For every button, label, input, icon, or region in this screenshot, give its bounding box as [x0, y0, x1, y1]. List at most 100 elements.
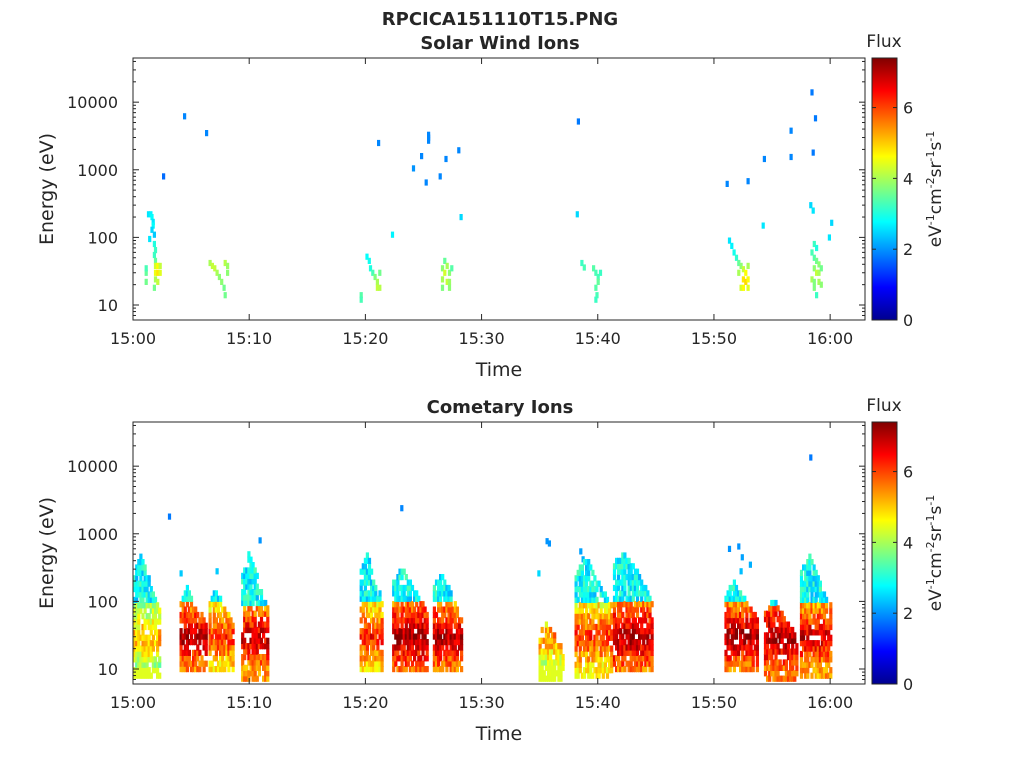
flux-cell — [741, 606, 745, 613]
flux-cell — [646, 606, 650, 613]
flux-cell — [144, 278, 148, 285]
flux-cell — [453, 639, 457, 646]
flux-cell — [739, 284, 743, 291]
flux-cell — [204, 639, 208, 646]
flux-cell — [253, 594, 257, 601]
flux-cell — [741, 276, 745, 283]
flux-cell — [192, 649, 196, 656]
flux-cell — [730, 639, 734, 646]
flux-cell — [363, 563, 367, 570]
flux-cell — [419, 666, 423, 673]
flux-cell — [153, 607, 158, 614]
flux-cell — [559, 648, 563, 655]
flux-cell — [221, 655, 225, 662]
flux-cell — [363, 655, 367, 662]
flux-cell — [741, 595, 745, 602]
flux-cell — [768, 621, 772, 628]
flux-cell — [451, 606, 455, 613]
flux-cell — [137, 580, 141, 587]
flux-cell — [376, 628, 380, 635]
flux-cell — [449, 628, 453, 635]
flux-cell — [363, 660, 367, 667]
flux-cell — [743, 633, 747, 640]
flux-cell — [372, 666, 376, 673]
flux-cell — [141, 650, 145, 658]
flux-cell — [179, 611, 183, 619]
flux-cell — [363, 617, 367, 624]
flux-cell — [597, 656, 601, 663]
flux-cell — [730, 611, 734, 619]
flux-cell — [153, 618, 158, 625]
flux-cell — [580, 672, 584, 679]
flux-cell — [202, 660, 206, 667]
flux-cell — [587, 602, 591, 609]
flux-cell — [553, 664, 557, 671]
flux-cell — [621, 552, 625, 559]
flux-cell — [359, 595, 363, 602]
flux-cell — [257, 605, 261, 612]
flux-cell — [612, 622, 617, 629]
flux-cell — [776, 605, 780, 612]
flux-cell — [743, 660, 747, 667]
flux-cell — [143, 623, 147, 631]
flux-cell — [640, 644, 644, 651]
flux-cell — [212, 622, 216, 629]
flux-cell — [816, 607, 820, 614]
flux-cell — [449, 633, 453, 640]
flux-cell — [245, 610, 249, 617]
flux-cell — [755, 666, 759, 673]
flux-cell — [241, 572, 245, 579]
flux-cell — [806, 613, 810, 620]
flux-cell — [141, 613, 145, 620]
x-tick-label: 15:10 — [226, 693, 272, 712]
flux-cell — [453, 611, 457, 619]
flux-cell — [829, 613, 833, 620]
flux-cell — [421, 644, 425, 651]
flux-cell — [243, 616, 247, 623]
flux-cell — [766, 632, 770, 639]
flux-cell — [208, 649, 212, 656]
flux-cell — [593, 613, 597, 620]
flux-cell — [266, 675, 270, 682]
flux-cell — [145, 586, 149, 593]
colorbar-tick-label: 4 — [903, 533, 913, 552]
flux-cell — [608, 667, 612, 674]
flux-cell — [806, 661, 810, 668]
flux-cell — [768, 616, 772, 623]
flux-cell — [629, 595, 633, 602]
flux-cell — [791, 659, 795, 666]
flux-cell — [815, 257, 819, 264]
flux-cell — [153, 602, 158, 609]
flux-cell — [189, 606, 194, 613]
flux-cell — [734, 628, 739, 635]
flux-cell — [587, 559, 591, 566]
flux-cell — [415, 633, 419, 640]
flux-cell — [227, 655, 231, 662]
flux-cell — [603, 650, 607, 658]
cometary-x-ticks: 15:00 15:10 15:20 15:30 15:40 15:50 16:00 — [110, 422, 853, 712]
flux-cell — [551, 632, 555, 639]
flux-cell — [229, 644, 233, 651]
flux-cell — [359, 590, 363, 597]
flux-cell — [221, 617, 225, 624]
flux-cell — [610, 618, 614, 625]
flux-cell — [631, 574, 635, 581]
flux-cell — [363, 557, 367, 564]
flux-cell — [763, 616, 768, 623]
flux-cell — [743, 606, 747, 613]
flux-cell — [156, 672, 160, 679]
flux-cell — [730, 601, 734, 608]
flux-cell — [603, 618, 607, 625]
flux-cell — [437, 606, 441, 613]
flux-cell — [625, 649, 629, 656]
flux-cell — [734, 649, 739, 656]
flux-cell — [820, 607, 824, 614]
flux-cell — [400, 584, 404, 592]
flux-cell — [574, 618, 578, 625]
flux-cell — [185, 644, 189, 651]
flux-cell — [816, 602, 820, 609]
flux-cell — [734, 655, 739, 662]
flux-cell — [646, 644, 650, 651]
flux-cell — [786, 654, 791, 661]
flux-cell — [778, 610, 782, 617]
